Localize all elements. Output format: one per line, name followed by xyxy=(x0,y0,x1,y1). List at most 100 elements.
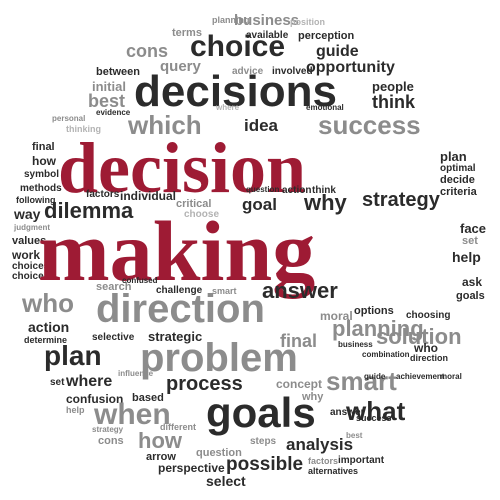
word: terms xyxy=(172,27,202,39)
word: selective xyxy=(92,332,135,343)
word: plan xyxy=(44,340,102,371)
word: following xyxy=(16,195,56,205)
word: determine xyxy=(24,335,68,345)
word: cons xyxy=(98,435,124,447)
word: people xyxy=(372,79,414,94)
word: who xyxy=(22,288,74,318)
word: options xyxy=(354,305,394,317)
word: smart xyxy=(212,286,237,296)
word: decisions xyxy=(134,67,337,116)
word: optimal xyxy=(440,163,476,174)
word: business xyxy=(234,12,300,29)
word: goals xyxy=(456,290,485,302)
word: how xyxy=(138,428,182,453)
word: choice xyxy=(12,271,44,282)
word: decision xyxy=(58,128,307,208)
word: judgment xyxy=(14,223,50,232)
word: ask xyxy=(462,275,483,289)
word: strategy xyxy=(92,425,124,434)
word: analysis xyxy=(286,435,354,454)
word: when xyxy=(94,398,171,431)
word: goals xyxy=(206,389,316,436)
word: answer xyxy=(262,278,338,303)
word: thinking xyxy=(66,124,101,134)
word: factors xyxy=(308,456,339,466)
word: strategic xyxy=(148,329,203,344)
word: solution xyxy=(376,324,462,349)
word: arrow xyxy=(146,451,176,463)
word: alternatives xyxy=(308,466,359,476)
word: business xyxy=(338,340,373,349)
word: between xyxy=(96,66,141,78)
word: way xyxy=(14,206,41,222)
word: help xyxy=(452,249,481,265)
word: dilemma xyxy=(44,198,134,223)
word: final xyxy=(32,141,55,153)
word: advice xyxy=(232,66,264,77)
word: action xyxy=(28,319,70,335)
word: planning xyxy=(212,15,250,25)
word: question xyxy=(246,185,280,194)
word: where xyxy=(216,103,240,112)
word: planning xyxy=(332,316,424,341)
word: set xyxy=(50,377,65,388)
word: individual xyxy=(120,189,177,203)
word: achievement xyxy=(396,372,445,381)
word: set xyxy=(462,235,478,247)
word: initial xyxy=(92,79,126,94)
word: strategy xyxy=(362,189,440,211)
word: values xyxy=(12,235,47,247)
word: confused xyxy=(122,276,158,285)
word: what xyxy=(346,396,406,426)
word: why xyxy=(304,190,347,215)
word: why xyxy=(302,391,324,403)
word: problem xyxy=(140,336,298,380)
word: criteria xyxy=(440,186,477,198)
word: moral xyxy=(320,309,353,323)
word: available xyxy=(246,30,289,41)
word: evidence xyxy=(96,108,131,117)
word: where xyxy=(66,373,113,390)
word: perspective xyxy=(158,461,225,475)
word: making xyxy=(38,203,316,299)
word: moral xyxy=(440,372,462,381)
word: methods xyxy=(20,183,62,194)
word: think xyxy=(312,185,336,196)
word: direction xyxy=(410,353,449,363)
word: think xyxy=(372,92,415,112)
word: process xyxy=(166,373,243,395)
word: position xyxy=(290,17,325,27)
word: different xyxy=(160,422,196,432)
word: choose xyxy=(184,209,220,220)
word: based xyxy=(132,392,164,404)
word: face xyxy=(460,221,487,236)
word: smart xyxy=(326,366,397,396)
word: perception xyxy=(298,30,355,42)
word: involved xyxy=(272,66,313,77)
word: opportunity xyxy=(306,59,395,76)
word: final xyxy=(280,331,318,351)
word: important xyxy=(338,455,385,466)
word: idea xyxy=(244,116,279,135)
word: possible xyxy=(226,454,304,475)
word: plan xyxy=(440,149,467,164)
word: challenge xyxy=(156,285,203,296)
word: combination xyxy=(362,350,410,359)
word: how xyxy=(32,154,56,168)
word: personal xyxy=(52,114,86,123)
word: influence xyxy=(118,369,154,378)
word: emotional xyxy=(306,103,344,112)
word: direction xyxy=(96,287,265,331)
word: confusion xyxy=(66,392,124,406)
word: success xyxy=(356,413,392,423)
word: guide xyxy=(316,43,359,60)
word: symbol xyxy=(24,169,60,180)
word: success xyxy=(318,110,421,140)
word: work xyxy=(12,248,41,262)
word: choices xyxy=(12,261,50,272)
word: question xyxy=(196,447,242,459)
word: choice xyxy=(190,30,286,63)
word: goal xyxy=(242,195,277,214)
word: who xyxy=(414,341,438,355)
